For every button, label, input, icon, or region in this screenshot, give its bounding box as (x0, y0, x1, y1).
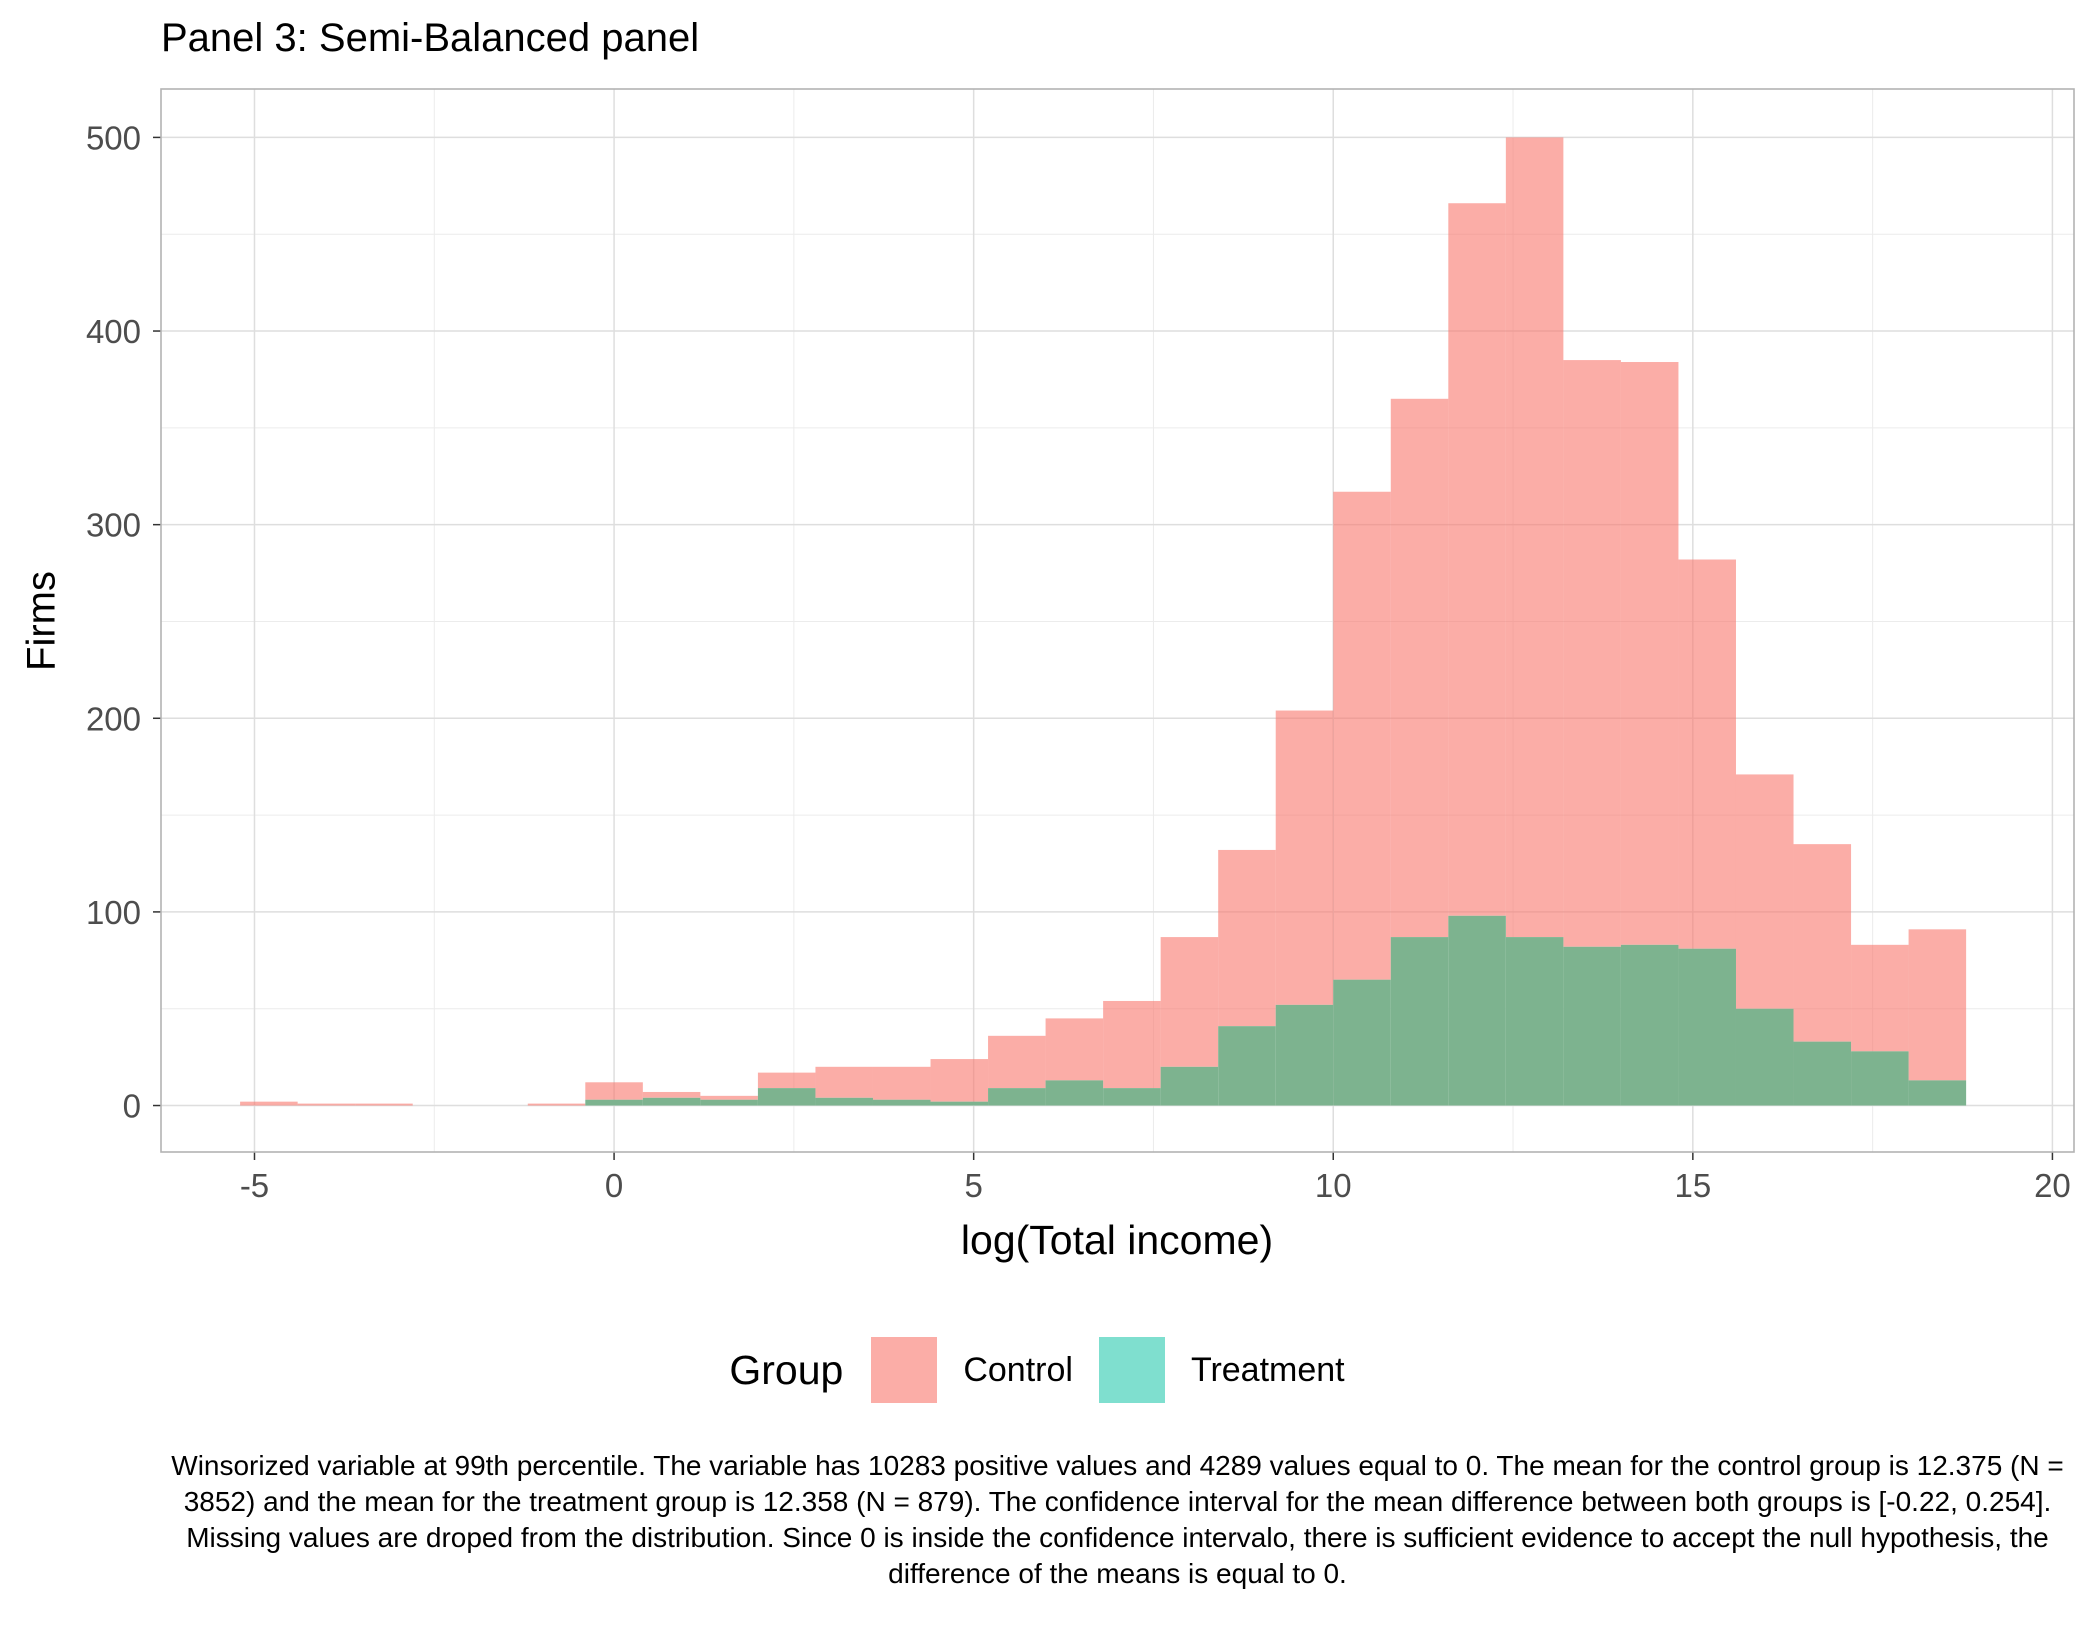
legend-key-control (871, 1337, 938, 1403)
y-tick-label: 100 (86, 894, 141, 931)
bar-overlap (1218, 1026, 1276, 1106)
y-tick-label: 400 (86, 313, 141, 350)
y-axis-title: Firms (19, 571, 64, 671)
bar-control (1333, 491, 1391, 980)
bar-control (1390, 398, 1449, 938)
bar-control (1160, 937, 1219, 1067)
control-bars (240, 137, 1967, 1106)
bar-control (930, 1059, 989, 1102)
x-tick-label: 10 (1315, 1167, 1352, 1204)
bar-control (1851, 944, 1909, 1052)
bar-overlap (1735, 1008, 1794, 1106)
bar-control (815, 1066, 873, 1098)
bar-overlap (757, 1088, 816, 1106)
bar-control (1505, 137, 1564, 938)
bar-overlap (930, 1101, 989, 1106)
bar-control (1908, 929, 1967, 1081)
bar-control (872, 1066, 931, 1100)
bar-control (642, 1091, 701, 1098)
chart-caption: Winsorized variable at 99th percentile. … (171, 1450, 2064, 1589)
bar-overlap (585, 1099, 643, 1106)
plot-panel-border (160, 88, 2075, 1153)
y-tick-label: 200 (86, 700, 141, 737)
bar-overlap (642, 1097, 701, 1106)
bar-control (1045, 1018, 1104, 1081)
legend-label-control: Control (963, 1350, 1073, 1389)
bar-control (1735, 774, 1794, 1009)
bar-overlap (1505, 937, 1564, 1106)
x-tick-label: 20 (2034, 1167, 2071, 1204)
legend-key-treatment (1098, 1337, 1165, 1403)
x-tick-label: -5 (240, 1167, 269, 1204)
bar-overlap (700, 1099, 758, 1106)
bar-overlap (1160, 1066, 1219, 1106)
bar-control (1563, 360, 1621, 947)
bar-control (1678, 559, 1736, 949)
x-tick-label: 15 (1674, 1167, 1711, 1204)
bar-overlap (815, 1097, 873, 1106)
bar-control (527, 1103, 586, 1106)
bar-control (240, 1101, 298, 1106)
bar-control (1448, 203, 1506, 916)
legend-item-control: Control (871, 1337, 1073, 1403)
y-tick-label: 0 (123, 1088, 141, 1125)
legend: Group Control Treatment (0, 1335, 2100, 1405)
bar-overlap (1045, 1080, 1104, 1106)
bar-control (1103, 1000, 1161, 1089)
bar-overlap (988, 1088, 1046, 1106)
bar-overlap (1103, 1088, 1161, 1106)
bar-control (585, 1082, 643, 1100)
y-tick-label: 500 (86, 119, 141, 156)
bar-overlap (1390, 937, 1449, 1106)
bar-overlap (1333, 979, 1391, 1106)
legend-label-treatment: Treatment (1190, 1350, 1345, 1389)
bar-control (355, 1103, 413, 1106)
legend-item-treatment: Treatment (1098, 1337, 1345, 1403)
bar-control (757, 1072, 816, 1089)
bar-control (1793, 844, 1852, 1042)
bar-overlap (1275, 1004, 1334, 1106)
bar-overlap (872, 1099, 931, 1106)
bar-control (297, 1103, 356, 1106)
legend-title: Group (729, 1346, 844, 1393)
bar-overlap (1793, 1041, 1852, 1106)
y-tick-label: 300 (86, 507, 141, 544)
overlap-bars (585, 915, 1967, 1106)
bar-overlap (1851, 1051, 1909, 1106)
x-tick-label: 5 (964, 1167, 982, 1204)
bar-control (1620, 362, 1679, 945)
chart-title: Panel 3: Semi-Balanced panel (161, 16, 700, 60)
x-tick-label: 0 (605, 1167, 623, 1204)
bar-overlap (1678, 948, 1736, 1106)
bar-overlap (1620, 944, 1679, 1106)
bar-overlap (1908, 1080, 1967, 1106)
bar-overlap (1563, 946, 1621, 1106)
bar-control (1275, 710, 1334, 1005)
bar-control (700, 1095, 758, 1100)
x-axis-title: log(Total income) (960, 1217, 1274, 1263)
bar-control (1218, 849, 1276, 1027)
bar-control (988, 1035, 1046, 1089)
bar-overlap (1448, 915, 1506, 1106)
